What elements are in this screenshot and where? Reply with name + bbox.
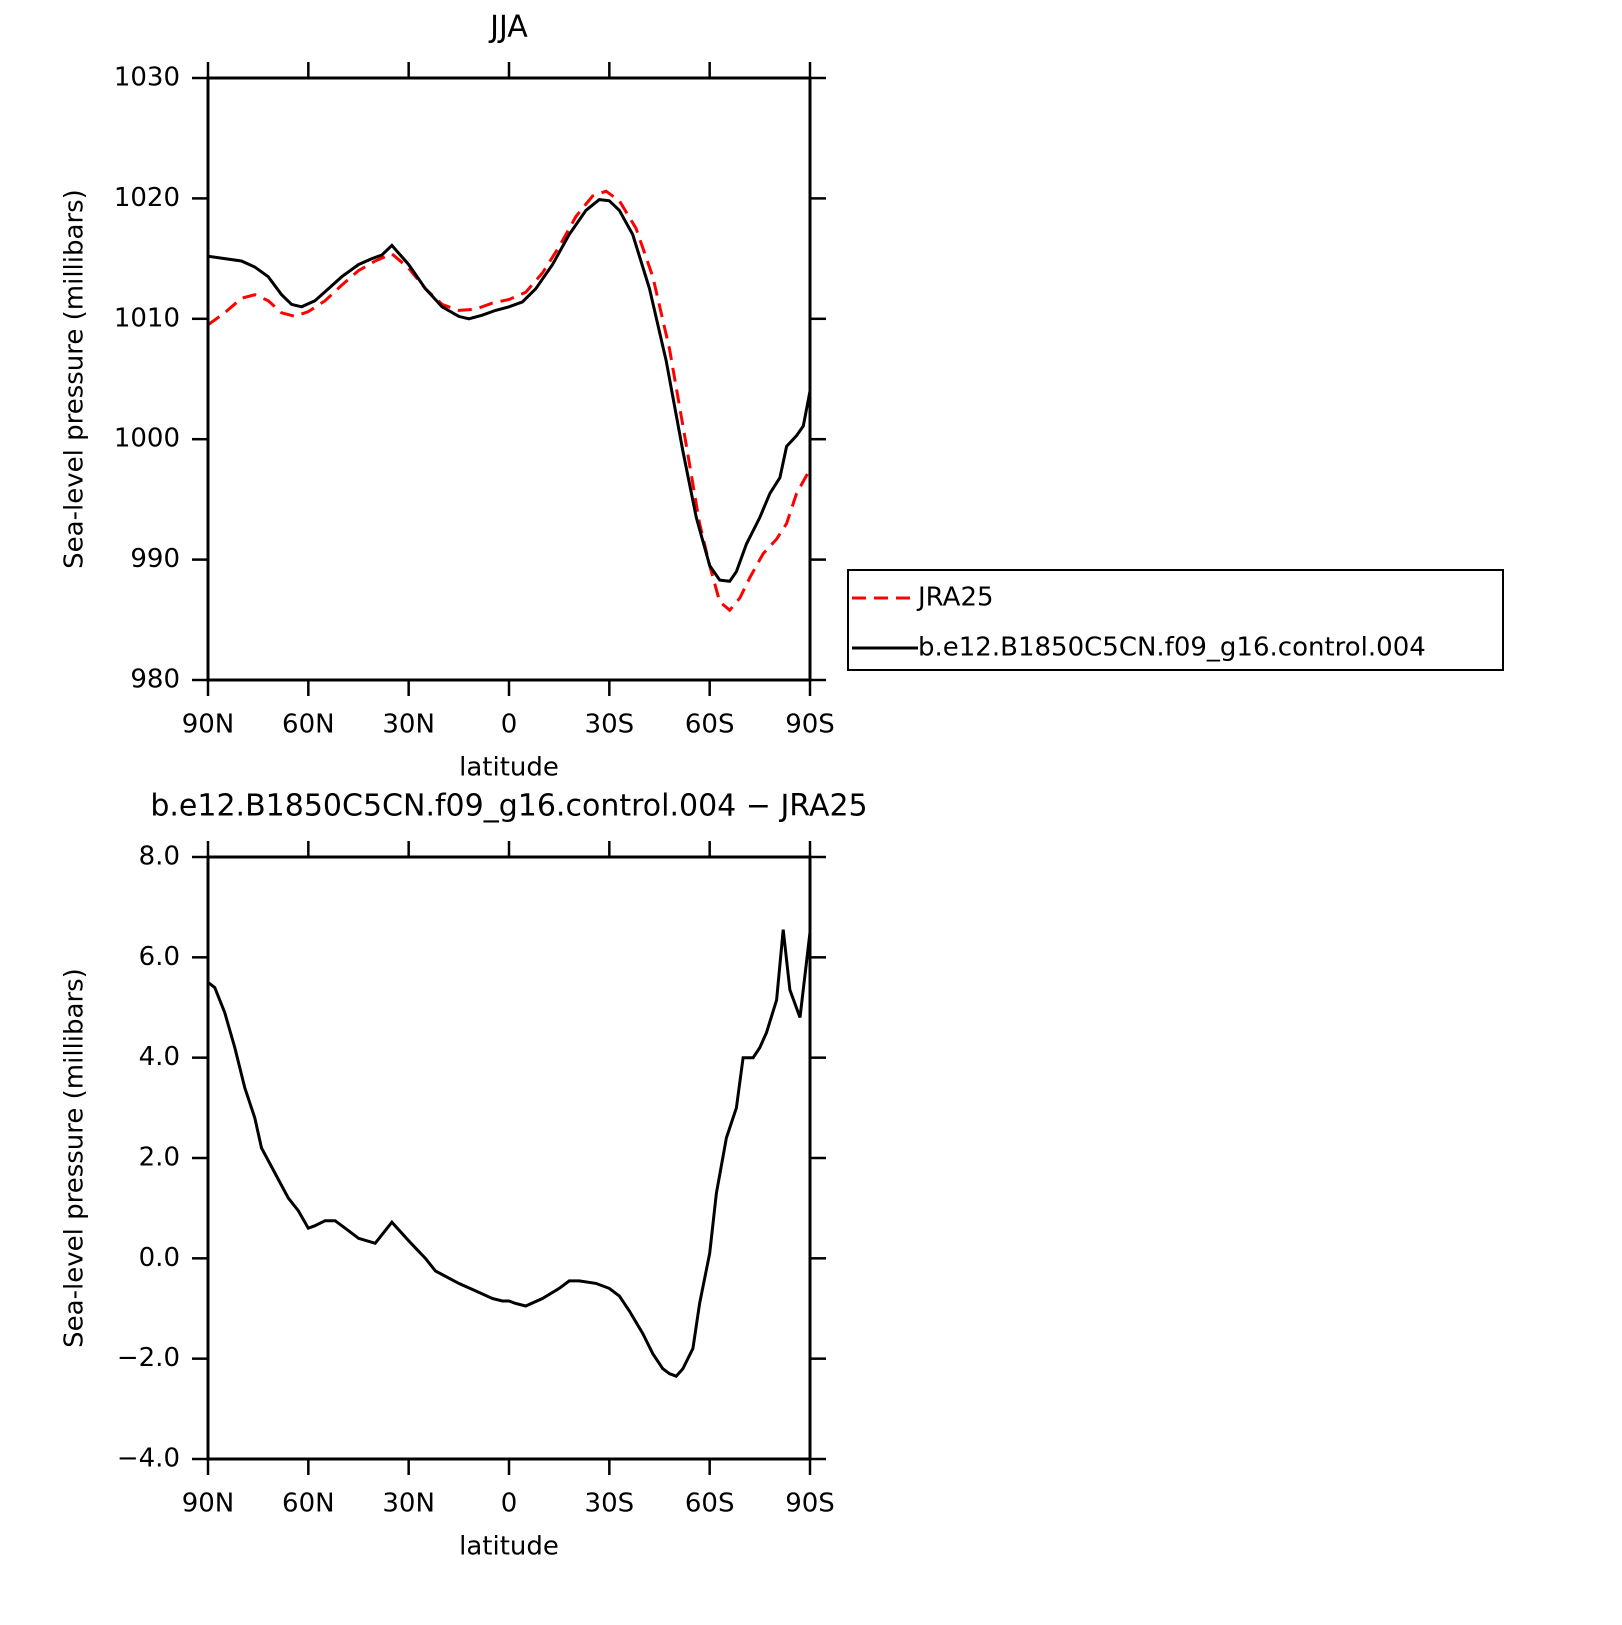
data-line	[208, 189, 810, 613]
y-tick-label: 1010	[114, 303, 180, 333]
data-line	[208, 198, 810, 583]
y-tick-label: 6.0	[139, 942, 180, 972]
chart-title: b.e12.B1850C5CN.f09_g16.control.004 − JR…	[150, 789, 867, 824]
x-tick-label: 60S	[685, 710, 735, 740]
x-tick-label: 30N	[382, 1489, 435, 1519]
x-tick-label: 60S	[685, 1489, 735, 1519]
y-tick-label: 4.0	[139, 1042, 180, 1072]
x-tick-label: 60N	[282, 710, 335, 740]
x-tick-label: 0	[501, 710, 518, 740]
y-axis-label: Sea-level pressure (millibars)	[60, 189, 90, 569]
x-tick-label: 90S	[785, 710, 835, 740]
x-tick-label: 90N	[182, 1489, 235, 1519]
plot-frame	[206, 76, 812, 682]
y-tick-label: 1020	[114, 183, 180, 213]
y-tick-label: 990	[130, 544, 180, 574]
x-axis-label: latitude	[459, 1532, 559, 1562]
data-line	[208, 929, 810, 1378]
x-tick-label: 90S	[785, 1489, 835, 1519]
y-axis-label: Sea-level pressure (millibars)	[60, 968, 90, 1348]
y-tick-label: −2.0	[117, 1343, 180, 1373]
chart-title: JJA	[488, 10, 528, 45]
x-tick-label: 30N	[382, 710, 435, 740]
x-tick-label: 30S	[585, 710, 635, 740]
legend-box	[847, 569, 1504, 671]
y-tick-label: 1000	[114, 424, 180, 454]
y-tick-label: 2.0	[139, 1143, 180, 1173]
x-tick-label: 60N	[282, 1489, 335, 1519]
y-tick-label: 1030	[114, 63, 180, 93]
x-tick-label: 0	[501, 1489, 518, 1519]
plot-frame	[206, 855, 812, 1461]
y-tick-label: 8.0	[139, 842, 180, 872]
legend-label: b.e12.B1850C5CN.f09_g16.control.004	[918, 633, 1426, 663]
x-tick-label: 30S	[585, 1489, 635, 1519]
y-tick-label: −4.0	[117, 1444, 180, 1474]
legend-label: JRA25	[916, 583, 994, 613]
y-tick-label: 0.0	[139, 1243, 180, 1273]
y-tick-label: 980	[130, 665, 180, 695]
x-axis-label: latitude	[459, 753, 559, 783]
x-tick-label: 90N	[182, 710, 235, 740]
